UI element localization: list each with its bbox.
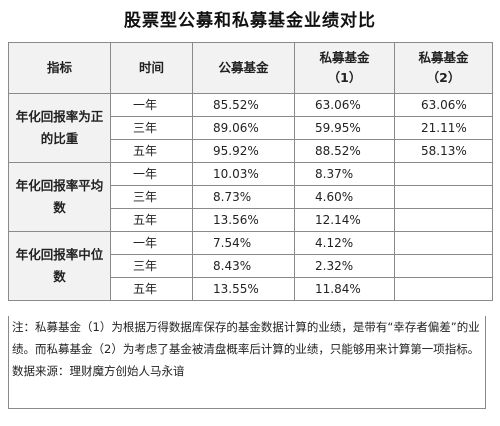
table-header-row: 指标 时间 公募基金 私募基金 （1） 私募基金 （2） [8, 42, 493, 94]
private-fund-1-cell: 12.14% [294, 208, 395, 232]
public-fund-cell: 8.43% [192, 254, 295, 278]
period-cell: 三年 [110, 254, 193, 278]
public-fund-cell: 13.55% [192, 277, 295, 301]
header-private-fund-1: 私募基金 （1） [294, 42, 395, 94]
private-fund-2-cell [394, 231, 493, 255]
private-fund-2-cell [394, 185, 493, 209]
private-fund-1-cell: 63.06% [294, 93, 395, 117]
table-row: 三年 8.43% 2.32% [9, 254, 493, 278]
public-fund-cell: 8.73% [192, 185, 295, 209]
period-cell: 五年 [110, 208, 193, 232]
private-fund-2-cell: 63.06% [394, 93, 493, 117]
private-fund-2-cell: 58.13% [394, 139, 493, 163]
header-public-fund: 公募基金 [192, 42, 295, 94]
period-cell: 一年 [110, 231, 193, 255]
group-label-positive-ratio: 年化回报率为正的比重 [8, 93, 111, 163]
header-private-fund-2: 私募基金 （2） [394, 42, 493, 94]
private-fund-1-cell: 11.84% [294, 277, 395, 301]
private-fund-1-cell: 4.12% [294, 231, 395, 255]
group-label-median: 年化回报率中位数 [8, 231, 111, 301]
header-indicator: 指标 [8, 42, 111, 94]
public-fund-cell: 85.52% [192, 93, 295, 117]
private-fund-1-cell: 88.52% [294, 139, 395, 163]
private-fund-1-cell: 59.95% [294, 116, 395, 140]
header-period: 时间 [110, 42, 193, 94]
period-cell: 五年 [110, 139, 193, 163]
public-fund-cell: 95.92% [192, 139, 295, 163]
private-fund-2-cell [394, 277, 493, 301]
table-row: 年化回报率中位数 一年 7.54% 4.12% [8, 231, 493, 301]
table-row: 三年 8.73% 4.60% [9, 185, 493, 209]
private-fund-2-cell [394, 254, 493, 278]
header-private-fund-2-line2: （2） [426, 70, 461, 85]
private-fund-2-cell: 21.11% [394, 116, 493, 140]
footnote: 注：私募基金（1）为根据万得数据库保存的基金数据计算的业绩，是带有“幸存者偏差”… [12, 320, 480, 356]
comparison-table: 指标 时间 公募基金 私募基金 （1） 私募基金 （2） 年化回报率为正的比重 … [8, 42, 493, 301]
header-private-fund-1-line2: （1） [327, 70, 362, 85]
private-fund-1-cell: 8.37% [294, 162, 395, 186]
group-label-average: 年化回报率平均数 [8, 162, 111, 232]
table-row: 五年 13.55% 11.84% [9, 277, 493, 301]
period-cell: 五年 [110, 277, 193, 301]
period-cell: 三年 [110, 185, 193, 209]
table-row: 三年 89.06% 59.95% 21.11% [9, 116, 493, 140]
table-row: 五年 95.92% 88.52% 58.13% [9, 139, 493, 163]
comparison-table-container: 指标 时间 公募基金 私募基金 （1） 私募基金 （2） 年化回报率为正的比重 … [8, 42, 493, 301]
public-fund-cell: 10.03% [192, 162, 295, 186]
public-fund-cell: 89.06% [192, 116, 295, 140]
table-row: 年化回报率为正的比重 一年 85.52% 63.06% 63.06% [8, 93, 493, 163]
header-private-fund-2-line1: 私募基金 [418, 50, 469, 65]
private-fund-2-cell [394, 208, 493, 232]
data-source: 数据来源：理财魔方创始人马永谙 [12, 364, 185, 378]
private-fund-1-cell: 4.60% [294, 185, 395, 209]
private-fund-1-cell: 2.32% [294, 254, 395, 278]
public-fund-cell: 13.56% [192, 208, 295, 232]
notes-box: 注：私募基金（1）为根据万得数据库保存的基金数据计算的业绩，是带有“幸存者偏差”… [8, 316, 486, 409]
period-cell: 一年 [110, 93, 193, 117]
table-row: 年化回报率平均数 一年 10.03% 8.37% [8, 162, 493, 232]
private-fund-2-cell [394, 162, 493, 186]
header-private-fund-1-line1: 私募基金 [319, 50, 370, 65]
period-cell: 三年 [110, 116, 193, 140]
page-title: 股票型公募和私募基金业绩对比 [124, 11, 376, 31]
public-fund-cell: 7.54% [192, 231, 295, 255]
table-row: 五年 13.56% 12.14% [9, 208, 493, 232]
period-cell: 一年 [110, 162, 193, 186]
